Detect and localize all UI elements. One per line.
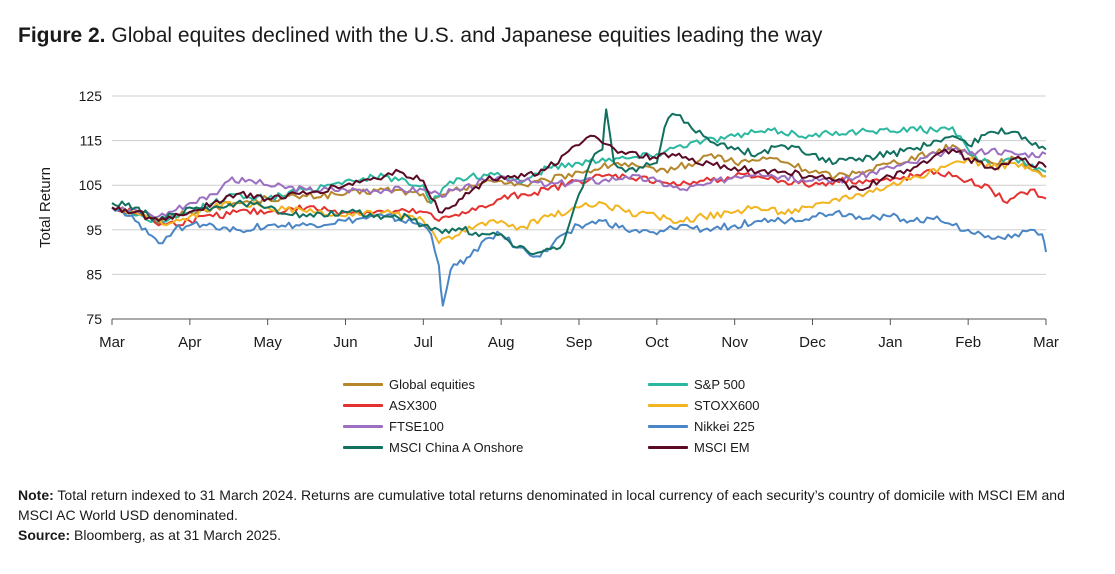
legend-swatch <box>343 425 383 428</box>
series-line-asx300 <box>111 168 1047 227</box>
x-tick-label: Oct <box>645 334 669 351</box>
legend-swatch <box>648 446 688 449</box>
legend-swatch <box>648 404 688 407</box>
legend-swatch <box>343 383 383 386</box>
note-text: Total return indexed to 31 March 2024. R… <box>18 487 1065 523</box>
legend-swatch <box>648 383 688 386</box>
legend-label: Global equities <box>389 377 475 392</box>
series-line-msci-china-a-onshore <box>111 108 1047 256</box>
note-line: Note: Total return indexed to 31 March 2… <box>18 485 1098 525</box>
figure-title: Figure 2. Global equites declined with t… <box>18 24 822 48</box>
legend-swatch <box>343 446 383 449</box>
legend-swatch <box>648 425 688 428</box>
figure-label: Figure 2. <box>18 24 106 47</box>
legend-item-stoxx600: STOXX600 <box>648 398 760 413</box>
series-line-msci-em <box>111 134 1047 222</box>
source-text: Bloomberg, as at 31 March 2025. <box>74 527 282 543</box>
x-tick-label: Nov <box>721 334 748 351</box>
x-tick-label: Jul <box>414 334 433 351</box>
legend-swatch <box>343 404 383 407</box>
legend-item-nikkei-225: Nikkei 225 <box>648 419 755 434</box>
y-tick-label: 85 <box>86 266 102 282</box>
x-tick-label: Jan <box>878 334 902 351</box>
legend-item-asx300: ASX300 <box>343 398 437 413</box>
x-tick-label: Dec <box>799 334 826 351</box>
y-tick-label: 75 <box>86 311 102 327</box>
series-line-nikkei-225 <box>111 206 1047 307</box>
legend-label: STOXX600 <box>694 398 760 413</box>
x-tick-label: Aug <box>488 334 515 351</box>
line-chart: 75 85 95 105 115 125 Mar Apr May Jun Jul Aug Sep Oct N… <box>37 88 1059 351</box>
legend-label: MSCI EM <box>694 440 750 455</box>
source-label: Source: <box>18 527 71 543</box>
source-line: Source: Bloomberg, as at 31 March 2025. <box>18 525 1098 545</box>
legend-label: FTSE100 <box>389 419 444 434</box>
x-tick-label: Sep <box>566 334 593 351</box>
legend-label: ASX300 <box>389 398 437 413</box>
chart-legend: Global equities S&P 500 ASX300 STOXX600 FTSE… <box>343 377 863 465</box>
legend-item-ftse100: FTSE100 <box>343 419 444 434</box>
x-tick-label: May <box>253 334 282 351</box>
y-tick-label: 95 <box>86 222 102 238</box>
legend-item-msci-em: MSCI EM <box>648 440 750 455</box>
legend-item-s-p-500: S&P 500 <box>648 377 745 392</box>
y-tick-label: 125 <box>79 88 103 104</box>
figure-title-text: Global equites declined with the U.S. an… <box>111 24 823 47</box>
legend-item-msci-china-a-onshore: MSCI China A Onshore <box>343 440 523 455</box>
legend-label: S&P 500 <box>694 377 746 392</box>
y-tick-label: 105 <box>79 177 103 193</box>
legend-item-global-equities: Global equities <box>343 377 475 392</box>
x-tick-label: Mar <box>1033 334 1059 351</box>
legend-label: MSCI China A Onshore <box>389 440 524 455</box>
x-tick-label: Jun <box>333 334 357 351</box>
legend-label: Nikkei 225 <box>694 419 755 434</box>
x-tick-label: Apr <box>178 334 201 351</box>
x-tick-label: Mar <box>99 334 125 351</box>
notes-block: Note: Total return indexed to 31 March 2… <box>18 485 1098 545</box>
x-tick-label: Feb <box>955 334 981 351</box>
y-tick-label: 115 <box>80 133 103 149</box>
note-label: Note: <box>18 487 54 503</box>
y-axis-label: Total Return <box>37 167 54 248</box>
